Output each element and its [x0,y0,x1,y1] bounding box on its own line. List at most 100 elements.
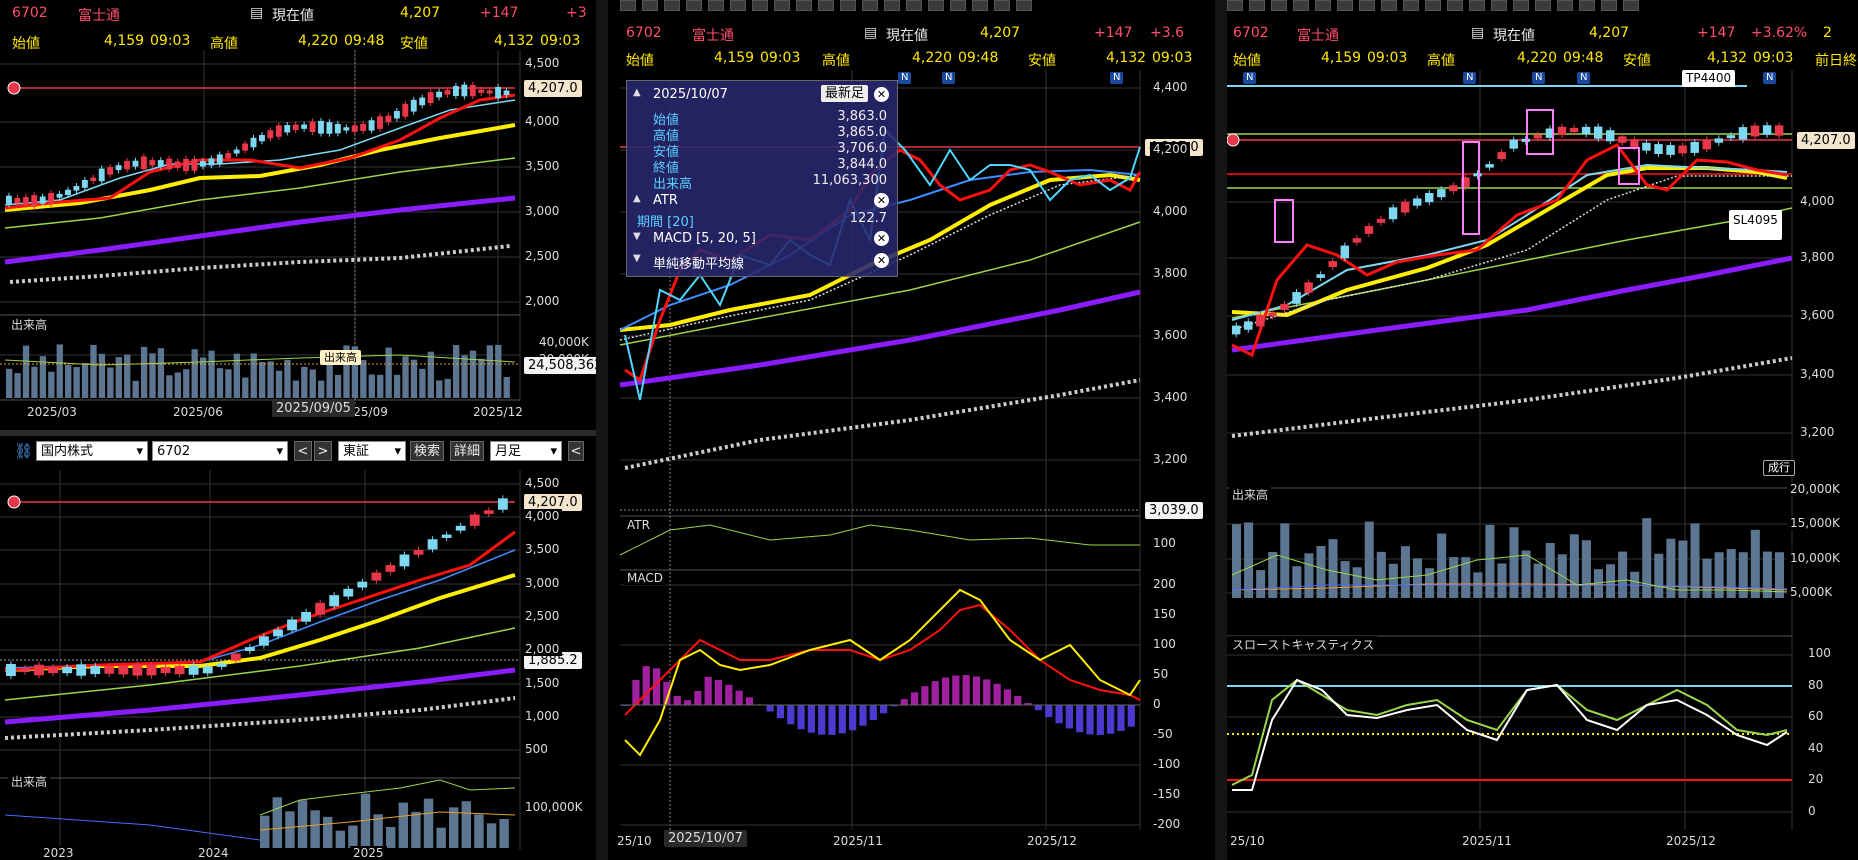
news-marker[interactable]: N [1532,72,1546,84]
hline2-tool-icon[interactable] [840,0,856,11]
magnet-tool-icon[interactable] [972,0,988,11]
next-symbol-button[interactable]: > [314,441,332,461]
ellipse-tool-icon[interactable] [1403,0,1419,11]
trend-tool-icon[interactable] [1249,0,1265,11]
memo-icon[interactable]: ▤ [864,25,878,41]
quote-header-row2: 始値 4,159 09:03 高値 4,220 09:48 安値 4,132 0… [1227,47,1858,69]
candle [242,143,249,151]
stock-code: 6702 [626,25,662,41]
close-icon[interactable]: ✕ [874,193,889,208]
arrow-tool-icon[interactable] [1535,0,1551,11]
left-top-chart-panel[interactable]: 6702 富士通 ▤ 現在値 4,207 +147 +3 始値 4,159 09… [0,0,596,430]
volume-bar [225,369,232,398]
monthly-price-chart[interactable] [0,470,596,860]
macd-tick: 0 [1150,697,1164,711]
text-tool-icon[interactable] [1469,0,1485,11]
arc-tool-icon[interactable] [1337,0,1353,11]
volume-bar [486,823,497,848]
volume-label: 出来高 [1229,486,1272,503]
latest-bar-button[interactable]: 最新足 [821,85,869,102]
detail-button[interactable]: 詳細 [450,441,484,461]
settings-tool-icon[interactable] [1623,0,1639,11]
price-tick: 3,600 [1150,328,1191,342]
bar-info-popup[interactable]: ▲ 2025/10/07 最新足 ✕ 始値 3,863.0 高値 3,865.0 安… [626,80,898,277]
news-marker[interactable]: N [942,72,956,84]
stop-loss-label[interactable]: SL4095 [1729,210,1782,240]
cross-tool-icon[interactable] [1513,0,1529,11]
volume-bar [216,368,224,398]
prev-symbol-button[interactable]: < [294,441,312,461]
trend-tool-icon[interactable] [642,0,658,11]
splitter[interactable] [1215,0,1227,860]
lock-tool-icon[interactable] [1601,0,1617,11]
expand-icon[interactable]: ▼ [633,253,641,264]
ma-gray-dotted [9,244,511,284]
candle [371,572,382,581]
right-chart-panel[interactable]: 6702 富士通 ▤ 現在値 4,207 +147 +3.62% 2 始値 4,… [1227,0,1858,860]
delete-tool-icon[interactable] [1557,0,1573,11]
grid-tool-icon[interactable] [1359,0,1375,11]
icon-tool-icon[interactable] [1491,0,1507,11]
exchange-select[interactable]: 東証 ▾ [338,441,406,461]
fib-tool-icon[interactable] [1315,0,1331,11]
rect-tool-icon[interactable] [1425,0,1441,11]
price-tick: 3,800 [1150,266,1191,280]
macd-bar [776,705,785,719]
news-marker[interactable]: N [1243,72,1257,84]
scroll-left-button[interactable]: < [568,441,584,461]
candle [399,554,410,567]
news-marker[interactable]: N [1110,72,1124,84]
period-select[interactable]: 月足 ▾ [490,441,562,461]
delete-tool-icon[interactable] [950,0,966,11]
collapse-icon[interactable]: ▲ [633,87,641,98]
arc-tool-icon[interactable] [730,0,746,11]
news-marker[interactable]: N [1577,72,1591,84]
memo-icon[interactable]: ▤ [250,5,264,21]
memo-icon[interactable]: ▤ [1471,25,1485,41]
close-icon[interactable]: ✕ [874,253,889,268]
rect-tool-icon[interactable] [818,0,834,11]
line-tool-icon[interactable] [1227,0,1243,11]
news-marker[interactable]: N [1463,72,1477,84]
search-button[interactable]: 検索 [410,441,444,461]
splitter[interactable] [0,430,596,436]
fib-tool-icon[interactable] [708,0,724,11]
channel-tool-icon[interactable] [1293,0,1309,11]
channel-tool-icon[interactable] [686,0,702,11]
market-order-button[interactable]: 成行 [1763,460,1795,476]
close-icon[interactable]: ✕ [874,231,889,246]
hline-tool-icon[interactable] [1271,0,1287,11]
arrow-tool-icon[interactable] [928,0,944,11]
ellipse-tool-icon[interactable] [796,0,812,11]
macd-bar [1003,689,1012,705]
cross-tool-icon[interactable] [906,0,922,11]
text-tool-icon[interactable] [862,0,878,11]
code-input[interactable]: 6702 ▾ [152,441,288,461]
take-profit-label[interactable]: TP4400 [1682,70,1736,87]
link-icon[interactable]: ⛓ [14,442,34,460]
candle [495,86,502,99]
close-icon[interactable]: ✕ [874,87,889,102]
news-marker[interactable]: N [1763,72,1777,84]
gann-tool-icon[interactable] [774,0,790,11]
expand-icon[interactable]: ▼ [633,231,641,242]
volume-bar [292,380,300,398]
daily-price-chart[interactable] [0,0,596,430]
left-bottom-chart-panel[interactable]: 4,207.0 1,885.2 4,500 4,000 3,500 3,000 2,50… [0,470,596,860]
atr-label: ATR [624,518,653,532]
daily-price-chart-right[interactable] [1227,0,1858,860]
market-select[interactable]: 国内株式 ▾ [36,441,148,461]
gann-tool-icon[interactable] [1381,0,1397,11]
news-marker[interactable]: N [898,72,912,84]
line-tool-icon[interactable] [620,0,636,11]
collapse-icon[interactable]: ▲ [633,193,641,204]
lock-tool-icon[interactable] [994,0,1010,11]
icon-tool-icon[interactable] [884,0,900,11]
magnet-tool-icon[interactable] [1579,0,1595,11]
candle [1557,126,1567,136]
hline2-tool-icon[interactable] [1447,0,1463,11]
splitter[interactable] [596,0,608,860]
settings-tool-icon[interactable] [1016,0,1032,11]
grid-tool-icon[interactable] [752,0,768,11]
hline-tool-icon[interactable] [664,0,680,11]
